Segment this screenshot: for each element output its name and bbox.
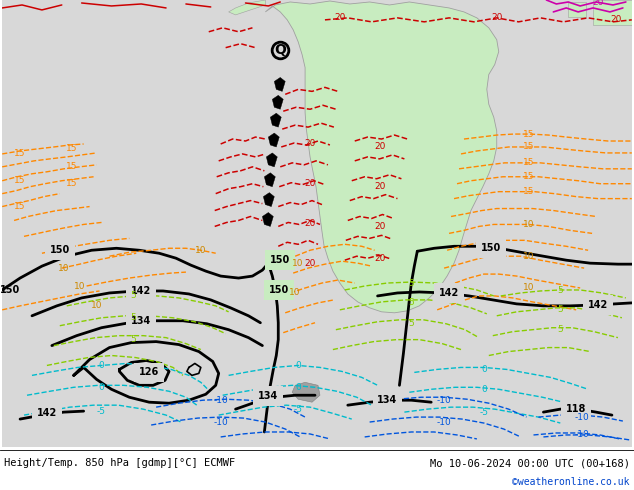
Text: 0: 0	[481, 385, 487, 394]
Text: -5: -5	[479, 408, 488, 416]
Text: Q: Q	[275, 43, 286, 57]
Text: 142: 142	[439, 288, 459, 298]
Text: 20: 20	[491, 13, 502, 23]
Text: Height/Temp. 850 hPa [gdmp][°C] ECMWF: Height/Temp. 850 hPa [gdmp][°C] ECMWF	[4, 458, 235, 468]
Polygon shape	[273, 96, 283, 109]
Text: 5: 5	[131, 335, 136, 344]
Polygon shape	[266, 153, 277, 167]
Text: 0: 0	[295, 383, 301, 392]
Text: 150: 150	[270, 255, 290, 265]
Text: Mo 10-06-2024 00:00 UTC (00+168): Mo 10-06-2024 00:00 UTC (00+168)	[430, 458, 630, 468]
Text: 0: 0	[99, 361, 105, 370]
Text: 142: 142	[588, 300, 608, 310]
Text: 15: 15	[15, 176, 26, 185]
Text: -10: -10	[213, 396, 228, 405]
Text: 150: 150	[481, 243, 501, 253]
Text: 20: 20	[374, 182, 385, 191]
Polygon shape	[593, 0, 633, 25]
Text: 20: 20	[592, 0, 604, 7]
Text: -10: -10	[575, 413, 590, 421]
Text: 20: 20	[611, 15, 621, 24]
Polygon shape	[266, 1, 499, 313]
Text: -5: -5	[97, 407, 106, 416]
Text: 15: 15	[15, 202, 26, 211]
Text: 15: 15	[523, 158, 534, 168]
Text: 15: 15	[523, 143, 534, 151]
Text: -10: -10	[437, 417, 451, 427]
Text: 10: 10	[91, 301, 102, 310]
Text: -5: -5	[294, 405, 302, 414]
Text: 20: 20	[304, 219, 316, 228]
Text: 15: 15	[523, 172, 534, 181]
Polygon shape	[263, 193, 275, 207]
Text: 10: 10	[523, 220, 534, 229]
Text: 20: 20	[304, 140, 316, 148]
Text: 5: 5	[408, 278, 414, 288]
Text: 150: 150	[49, 245, 70, 255]
Text: 10: 10	[523, 284, 534, 293]
Text: 20: 20	[374, 254, 385, 263]
Text: 5: 5	[557, 287, 563, 295]
Text: 134: 134	[131, 316, 152, 326]
Polygon shape	[568, 2, 586, 17]
Text: 5: 5	[131, 292, 136, 300]
Text: 15: 15	[523, 129, 534, 139]
Text: 20: 20	[304, 179, 316, 188]
Text: 0: 0	[295, 361, 301, 370]
Text: 20: 20	[374, 222, 385, 231]
Text: 15: 15	[66, 162, 77, 171]
Polygon shape	[262, 213, 273, 226]
Text: 10: 10	[523, 252, 534, 261]
Text: -10: -10	[213, 417, 228, 427]
Text: 15: 15	[15, 149, 26, 158]
Text: 142: 142	[37, 408, 57, 418]
Text: 0: 0	[99, 383, 105, 392]
Text: 10: 10	[195, 246, 207, 255]
Polygon shape	[270, 113, 281, 127]
Text: 20: 20	[304, 259, 316, 268]
Text: 5: 5	[408, 319, 414, 328]
Polygon shape	[264, 173, 275, 187]
Text: 10: 10	[292, 259, 304, 268]
Text: 5: 5	[408, 298, 414, 307]
Text: 20: 20	[374, 143, 385, 151]
Text: -10: -10	[437, 396, 451, 405]
Text: 5: 5	[557, 325, 563, 334]
Text: 10: 10	[58, 264, 70, 272]
Text: 142: 142	[131, 286, 152, 296]
Text: 150: 150	[0, 285, 20, 295]
Text: 5: 5	[557, 305, 563, 315]
Text: 15: 15	[66, 179, 77, 188]
Text: 5: 5	[131, 313, 136, 322]
Text: 0: 0	[481, 365, 487, 374]
Text: 15: 15	[66, 145, 77, 153]
Polygon shape	[229, 0, 266, 15]
Text: 118: 118	[566, 404, 586, 414]
Text: 15: 15	[523, 187, 534, 196]
Polygon shape	[292, 382, 320, 402]
Text: 10: 10	[74, 281, 86, 291]
Polygon shape	[268, 133, 279, 147]
Text: 10: 10	[289, 289, 301, 297]
Text: 126: 126	[139, 368, 159, 377]
Text: ©weatheronline.co.uk: ©weatheronline.co.uk	[512, 477, 630, 487]
Text: 20: 20	[334, 13, 346, 23]
Text: 134: 134	[377, 395, 398, 405]
Text: 150: 150	[269, 285, 289, 295]
Polygon shape	[275, 77, 285, 91]
Text: -10: -10	[575, 430, 590, 440]
Text: 134: 134	[258, 391, 278, 401]
